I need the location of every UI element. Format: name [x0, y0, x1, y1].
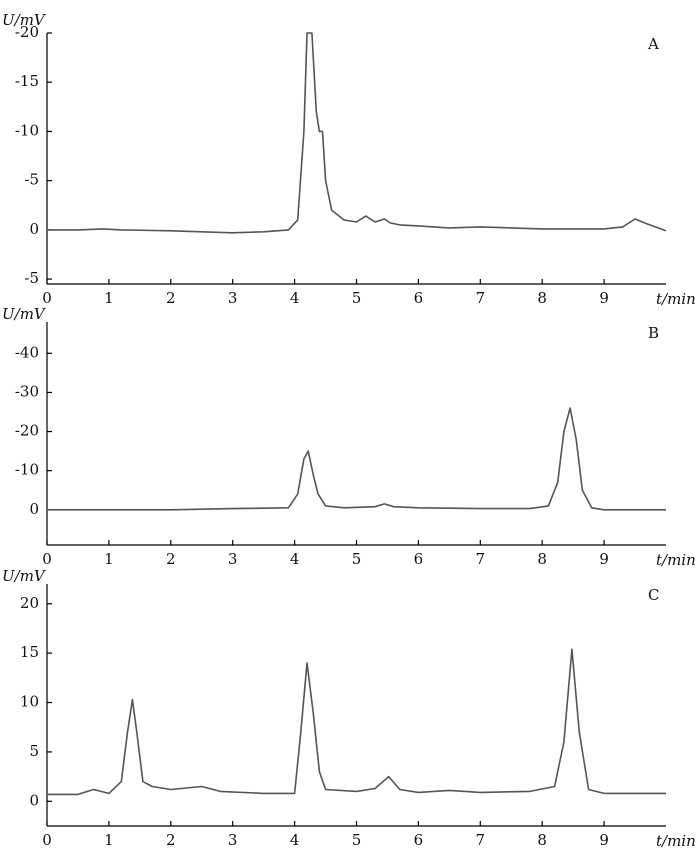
x-tick-label: 0 [42, 831, 52, 849]
x-tick-label: 6 [414, 289, 424, 307]
x-tick-label: 6 [414, 550, 424, 568]
x-tick-label: 7 [476, 289, 486, 307]
y-tick-label: 15 [20, 643, 39, 661]
y-tick-label: -10 [15, 461, 39, 479]
y-tick-label: -5 [24, 269, 39, 287]
y-tick-label: -15 [15, 72, 39, 90]
y-tick-label: 20 [20, 594, 39, 612]
x-tick-label: 1 [104, 550, 114, 568]
panel-label: A [647, 35, 659, 53]
trace [47, 32, 667, 234]
y-tick-label: -20 [15, 422, 39, 440]
y-tick-label: 0 [29, 791, 39, 809]
x-axis-label: t/min [656, 551, 696, 569]
x-tick-label: 9 [599, 831, 609, 849]
x-tick-label: 2 [166, 289, 176, 307]
x-tick-label: 2 [166, 831, 176, 849]
y-tick-label: -10 [15, 121, 39, 139]
x-tick-label: 0 [42, 289, 52, 307]
y-tick-label: 5 [29, 742, 39, 760]
y-tick-label: 10 [20, 693, 39, 711]
y-tick-label: -30 [15, 382, 39, 400]
panel-label: B [648, 324, 659, 342]
x-tick-label: 7 [476, 831, 486, 849]
y-tick-label: -20 [15, 23, 39, 41]
x-tick-label: 3 [228, 289, 238, 307]
y-axis-label: U/mV [2, 305, 47, 323]
x-tick-label: 9 [599, 550, 609, 568]
x-tick-label: 5 [352, 831, 362, 849]
x-tick-label: 8 [537, 550, 547, 568]
x-tick-label: 4 [290, 550, 300, 568]
x-tick-label: 5 [352, 550, 362, 568]
x-tick-label: 6 [414, 831, 424, 849]
x-axis-label: t/min [656, 832, 696, 850]
panel-label: C [648, 586, 659, 604]
x-tick-label: 1 [104, 289, 114, 307]
x-tick-label: 4 [290, 831, 300, 849]
trace [47, 648, 666, 796]
y-tick-label: 0 [29, 220, 39, 238]
trace [47, 407, 666, 511]
y-tick-label: -40 [15, 343, 39, 361]
x-tick-label: 3 [228, 831, 238, 849]
x-tick-label: 9 [599, 289, 609, 307]
x-axis-label: t/min [656, 290, 696, 308]
x-tick-label: 3 [228, 550, 238, 568]
y-axis-label: U/mV [2, 567, 47, 585]
y-tick-label: -5 [24, 171, 39, 189]
x-tick-label: 4 [290, 289, 300, 307]
x-tick-label: 5 [352, 289, 362, 307]
x-tick-label: 1 [104, 831, 114, 849]
y-axis-label: U/mV [2, 11, 47, 29]
x-tick-label: 8 [537, 831, 547, 849]
x-tick-label: 2 [166, 550, 176, 568]
y-tick-label: 0 [29, 500, 39, 518]
x-tick-label: 7 [476, 550, 486, 568]
x-tick-label: 8 [537, 289, 547, 307]
x-tick-label: 0 [42, 550, 52, 568]
